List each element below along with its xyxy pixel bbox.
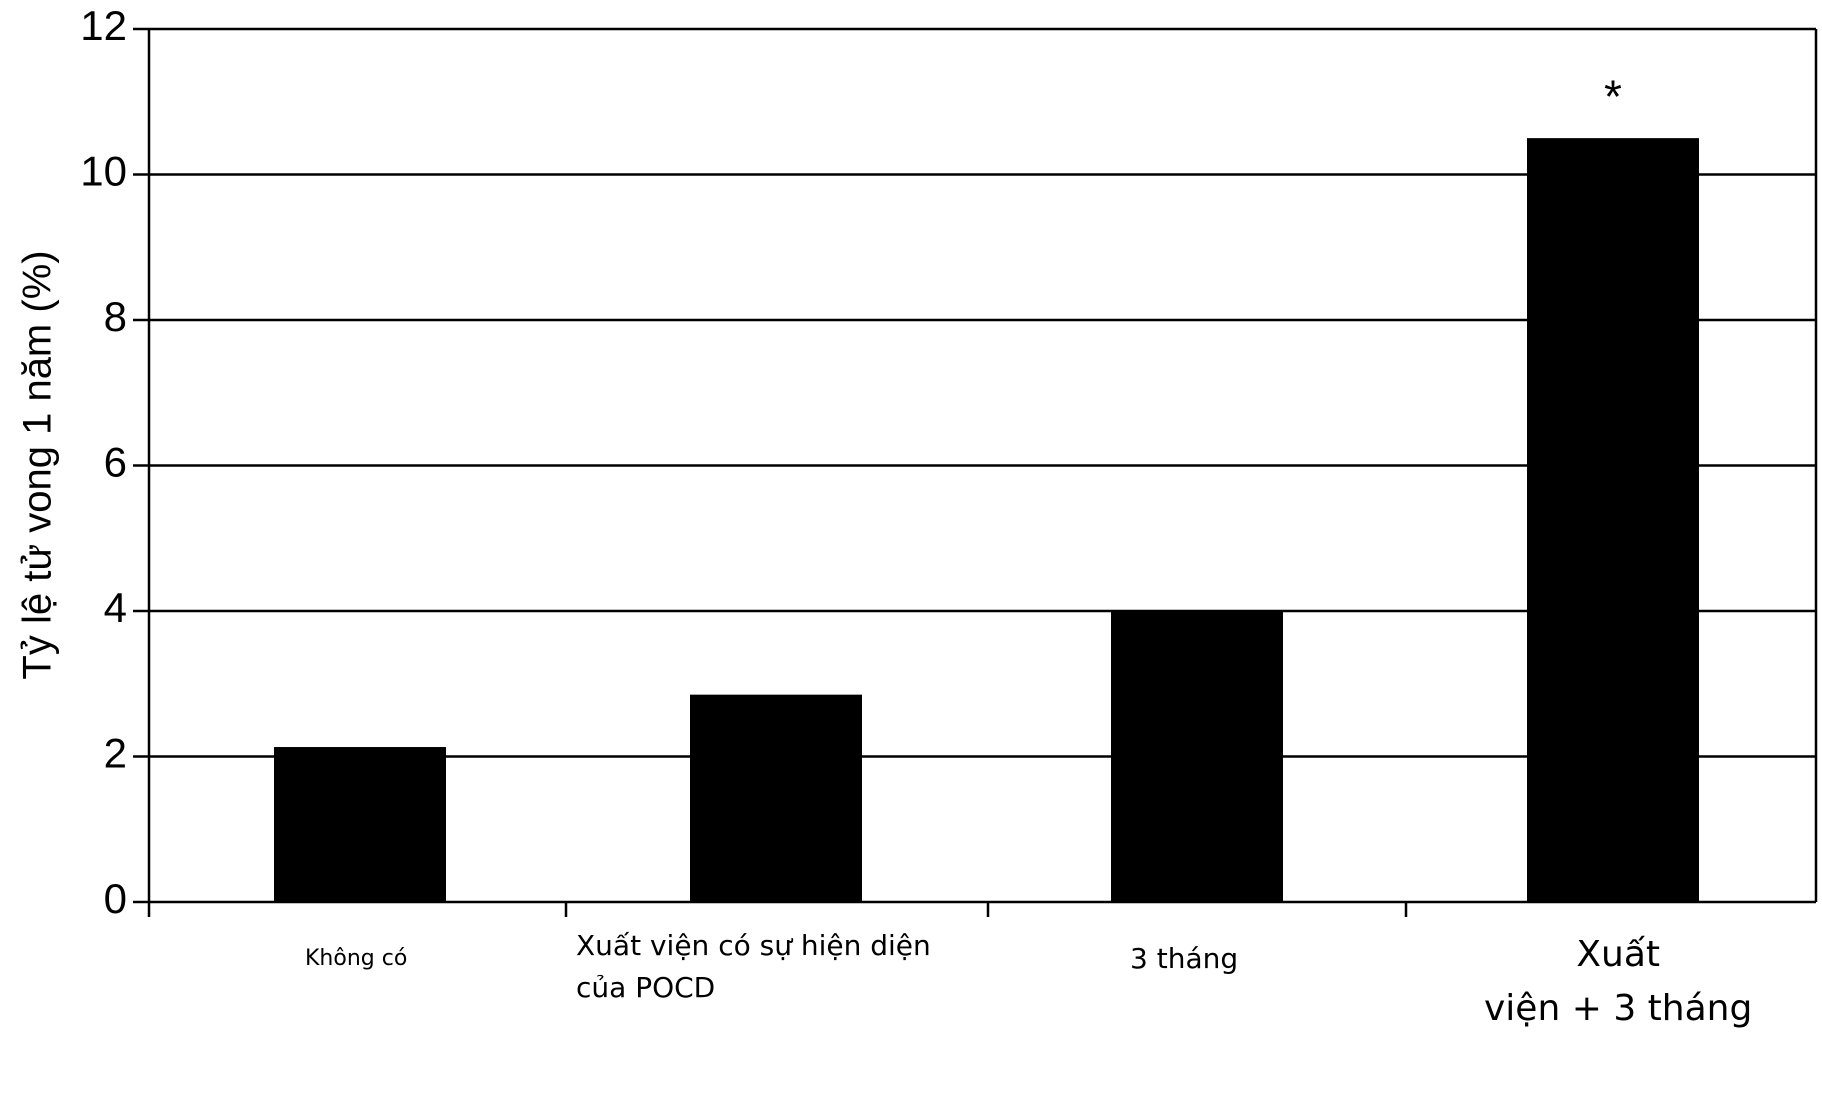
y-tick-label: 8 xyxy=(104,293,127,340)
x-tick-label: Xuất viện + 3 tháng xyxy=(1484,934,1753,1029)
y-tick-label: 4 xyxy=(104,584,127,631)
y-tick-label: 12 xyxy=(80,2,127,49)
y-tick-label: 2 xyxy=(104,730,127,777)
annotation: * xyxy=(1604,70,1622,122)
y-tick-label: 6 xyxy=(104,439,127,486)
bar xyxy=(1111,611,1283,902)
y-tick-label: 10 xyxy=(80,148,127,195)
y-tick-label: 0 xyxy=(104,875,127,922)
x-tick-label: Không có xyxy=(305,946,408,971)
bar xyxy=(1527,138,1699,902)
bar xyxy=(690,694,862,902)
x-tick-label: 3 tháng xyxy=(1130,942,1239,975)
y-axis-label: Tỷ lệ tử vong 1 năm (%) xyxy=(16,250,60,679)
x-tick-label: Xuất viện có sự hiện diện của POCD xyxy=(576,929,931,1004)
bar xyxy=(274,747,446,902)
